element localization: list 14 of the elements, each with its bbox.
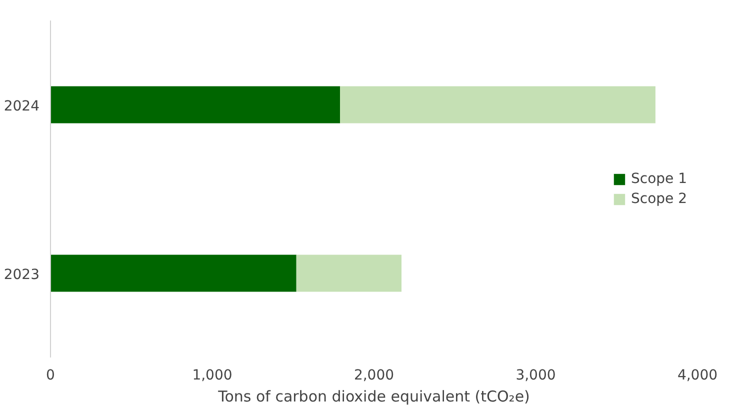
- x-tick-label: 1,000: [192, 368, 232, 384]
- x-tick-label: 0: [46, 368, 55, 384]
- x-axis-title: Tons of carbon dioxide equivalent (tCO₂e): [217, 388, 530, 406]
- x-tick-label: 3,000: [516, 368, 556, 384]
- bar: [340, 86, 656, 124]
- legend-label: Scope 2: [630, 190, 687, 206]
- y-tick-label: 2024: [4, 98, 40, 114]
- x-tick-label: 2,000: [354, 368, 394, 384]
- x-tick-label: 4,000: [677, 368, 718, 384]
- bar: [50, 254, 296, 292]
- y-tick-label: 2023: [4, 266, 40, 283]
- bar: [296, 254, 402, 292]
- bar: [50, 86, 340, 124]
- legend-label: Scope 1: [630, 170, 687, 186]
